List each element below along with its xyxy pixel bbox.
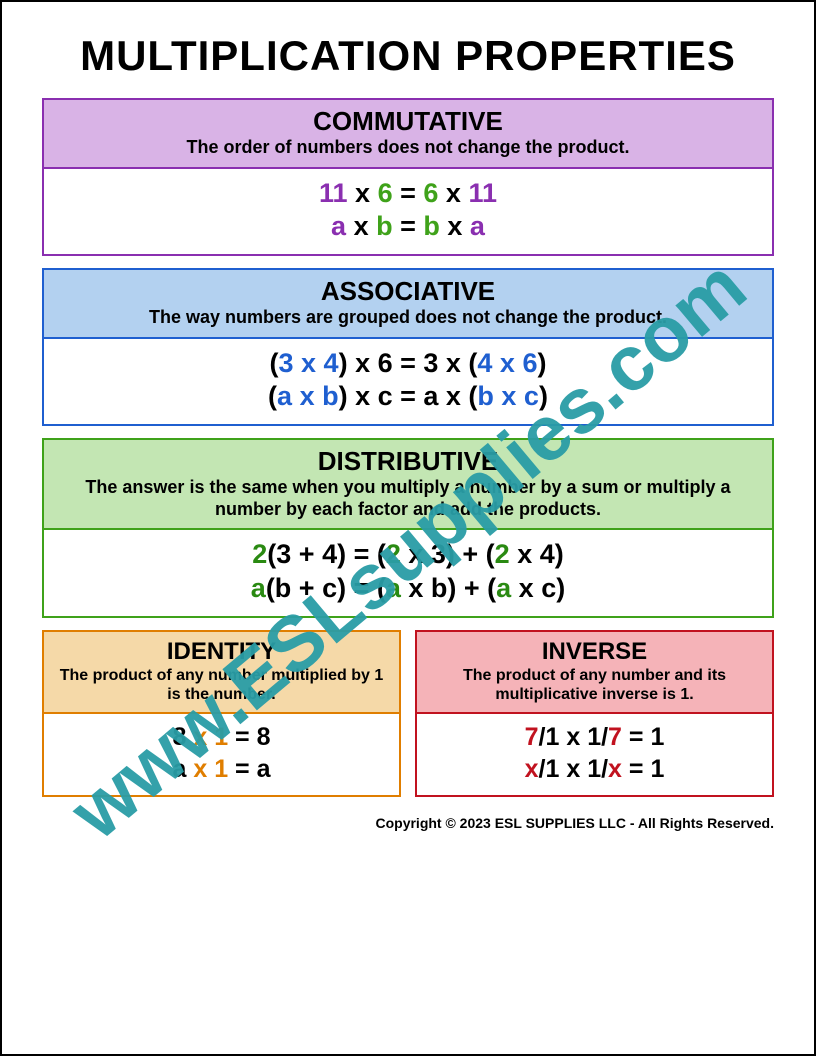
distributive-header: DISTRIBUTIVE The answer is the same when…	[44, 440, 772, 528]
associative-desc: The way numbers are grouped does not cha…	[56, 307, 760, 329]
commutative-name: COMMUTATIVE	[56, 106, 760, 137]
associative-header: ASSOCIATIVE The way numbers are grouped …	[44, 270, 772, 337]
inverse-desc: The product of any number and its multip…	[429, 666, 760, 704]
inverse-eq2: x/1 x 1/x = 1	[427, 754, 762, 785]
identity-eq2: a x 1 = a	[54, 754, 389, 785]
commutative-body: 11 x 6 = 6 x 11 a x b = b x a	[44, 167, 772, 255]
identity-body: 8 x 1 = 8 a x 1 = a	[44, 712, 399, 795]
commutative-eq2: a x b = b x a	[54, 210, 762, 244]
identity-name: IDENTITY	[56, 638, 387, 666]
associative-box: ASSOCIATIVE The way numbers are grouped …	[42, 268, 774, 426]
identity-header: IDENTITY The product of any number multi…	[44, 632, 399, 712]
identity-box: IDENTITY The product of any number multi…	[42, 630, 401, 797]
commutative-header: COMMUTATIVE The order of numbers does no…	[44, 100, 772, 167]
identity-desc: The product of any number multiplied by …	[56, 666, 387, 704]
distributive-eq1: 2(3 + 4) = (2 x 3) + (2 x 4)	[54, 538, 762, 572]
associative-eq2: (a x b) x c = a x (b x c)	[54, 380, 762, 414]
associative-eq1: (3 x 4) x 6 = 3 x (4 x 6)	[54, 347, 762, 381]
page-title: MULTIPLICATION PROPERTIES	[42, 32, 774, 80]
associative-body: (3 x 4) x 6 = 3 x (4 x 6) (a x b) x c = …	[44, 337, 772, 425]
inverse-header: INVERSE The product of any number and it…	[417, 632, 772, 712]
copyright-text: Copyright © 2023 ESL SUPPLIES LLC - All …	[42, 815, 774, 831]
associative-name: ASSOCIATIVE	[56, 276, 760, 307]
distributive-eq2: a(b + c) = (a x b) + (a x c)	[54, 572, 762, 606]
inverse-eq1: 7/1 x 1/7 = 1	[427, 722, 762, 753]
distributive-name: DISTRIBUTIVE	[56, 446, 760, 477]
inverse-body: 7/1 x 1/7 = 1 x/1 x 1/x = 1	[417, 712, 772, 795]
commutative-box: COMMUTATIVE The order of numbers does no…	[42, 98, 774, 256]
distributive-body: 2(3 + 4) = (2 x 3) + (2 x 4) a(b + c) = …	[44, 528, 772, 616]
inverse-box: INVERSE The product of any number and it…	[415, 630, 774, 797]
distributive-box: DISTRIBUTIVE The answer is the same when…	[42, 438, 774, 618]
commutative-desc: The order of numbers does not change the…	[56, 137, 760, 159]
commutative-eq1: 11 x 6 = 6 x 11	[54, 177, 762, 211]
identity-eq1: 8 x 1 = 8	[54, 722, 389, 753]
bottom-row: IDENTITY The product of any number multi…	[42, 630, 774, 809]
distributive-desc: The answer is the same when you multiply…	[56, 477, 760, 520]
inverse-name: INVERSE	[429, 638, 760, 666]
